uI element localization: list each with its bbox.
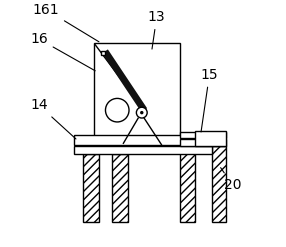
Bar [180,139,227,146]
Circle shape [136,107,147,118]
Bar [212,146,227,222]
Text: 14: 14 [30,98,76,139]
Text: 20: 20 [221,168,241,192]
Bar [74,146,212,154]
Circle shape [140,111,144,114]
Text: 161: 161 [33,3,99,42]
Bar [94,43,180,136]
Bar [83,154,99,222]
Text: 16: 16 [30,32,95,71]
Circle shape [106,98,129,122]
Bar [180,131,227,138]
Text: 13: 13 [148,10,166,49]
Bar [101,51,105,55]
Text: 15: 15 [201,68,218,132]
Bar [74,135,212,144]
Bar [180,146,194,222]
Bar [112,154,128,222]
Bar [194,131,227,146]
